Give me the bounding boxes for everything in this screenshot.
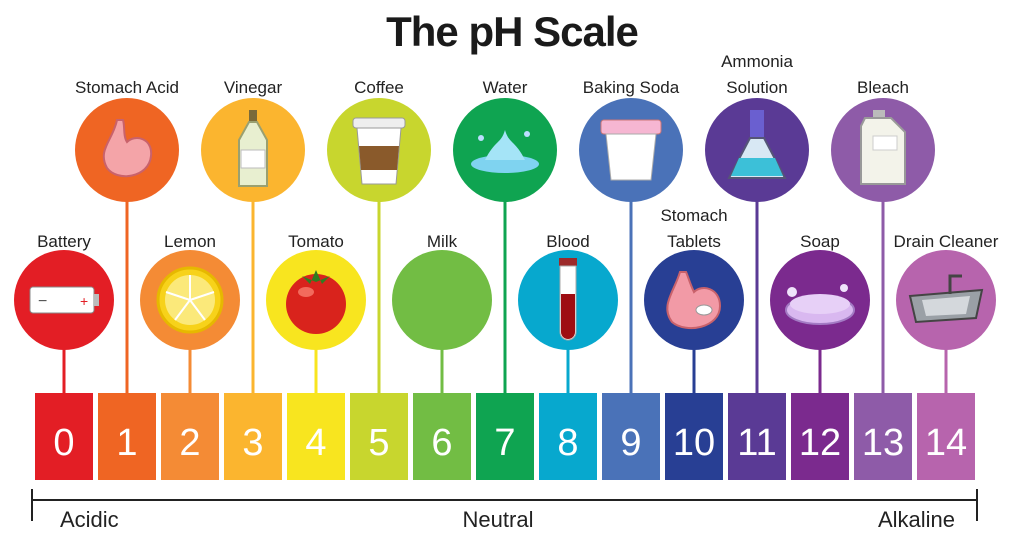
ph-value: 14 — [925, 422, 967, 464]
bleach-jug-icon — [860, 110, 906, 185]
example-label: Tablets — [667, 232, 721, 251]
sink-icon — [908, 274, 984, 324]
ph-item-2: Lemon 2 — [140, 232, 240, 480]
ph-value: 7 — [494, 422, 515, 464]
soap-icon — [785, 284, 855, 325]
ph-box — [35, 393, 93, 480]
ph-item-14: Drain Cleaner 14 — [894, 232, 999, 480]
ph-box — [413, 393, 471, 480]
example-label: Solution — [726, 78, 787, 97]
example-label: Stomach Acid — [75, 78, 179, 97]
ph-box — [854, 393, 912, 480]
example-label: Bleach — [857, 78, 909, 97]
ph-item-4: Tomato 4 — [266, 232, 366, 480]
ph-value: 2 — [179, 422, 200, 464]
tomato-icon — [286, 270, 346, 334]
ph-box — [602, 393, 660, 480]
ph-box — [917, 393, 975, 480]
ph-box — [791, 393, 849, 480]
ph-box — [665, 393, 723, 480]
example-label: Soap — [800, 232, 840, 251]
example-label: Water — [483, 78, 528, 97]
battery-icon: − + — [29, 286, 99, 314]
ph-value: 1 — [116, 422, 137, 464]
ph-value: 11 — [737, 422, 776, 464]
ph-item-11: Ammonia Solution 11 — [705, 52, 809, 480]
vinegar-bottle-icon — [238, 110, 268, 187]
coffee-cup-icon — [352, 117, 406, 185]
page-title: The pH Scale — [386, 8, 639, 55]
water-splash-icon — [471, 130, 539, 173]
ph-value: 5 — [368, 422, 389, 464]
ph-value: 10 — [673, 422, 715, 464]
example-label: Ammonia — [721, 52, 793, 71]
ph-item-9: Baking Soda 9 — [579, 78, 683, 480]
ph-item-6: Milk 6 — [392, 232, 492, 480]
ph-item-5: Coffee 5 — [327, 78, 431, 480]
axis-label-left: Acidic — [60, 507, 119, 532]
ph-box — [539, 393, 597, 480]
example-label: Coffee — [354, 78, 404, 97]
ph-value: 13 — [862, 422, 904, 464]
ph-item-3: Vinegar 3 — [201, 78, 305, 480]
example-label: Vinegar — [224, 78, 283, 97]
baking-soda-cup-icon — [600, 119, 662, 181]
stomach-tablet-icon — [666, 271, 722, 330]
ph-value: 9 — [620, 422, 641, 464]
ph-value: 12 — [799, 422, 841, 464]
ph-item-10: Stomach Tablets 10 — [644, 206, 744, 480]
example-label: Lemon — [164, 232, 216, 251]
ph-item-8: Blood 8 — [518, 232, 618, 480]
example-label: Tomato — [288, 232, 344, 251]
example-label: Battery — [37, 232, 91, 251]
example-label: Blood — [546, 232, 589, 251]
ph-item-7: Water 7 — [453, 78, 557, 480]
example-label: Drain Cleaner — [894, 232, 999, 251]
lemon-icon — [156, 266, 224, 334]
ph-item-13: Bleach 13 — [831, 78, 935, 480]
ph-value: 3 — [242, 422, 263, 464]
svg-text:+: + — [80, 293, 88, 309]
ph-box — [224, 393, 282, 480]
example-label: Baking Soda — [583, 78, 680, 97]
example-label: Stomach — [660, 206, 727, 225]
ph-box — [476, 393, 534, 480]
ph-value: 4 — [305, 422, 326, 464]
ph-box — [161, 393, 219, 480]
ph-box — [98, 393, 156, 480]
ph-value: 0 — [53, 422, 74, 464]
ph-box — [728, 393, 786, 480]
acidity-axis: Acidic Neutral Alkaline — [31, 489, 978, 532]
flask-icon — [727, 110, 787, 179]
ph-value: 6 — [431, 422, 452, 464]
svg-text:−: − — [38, 293, 47, 310]
ph-box — [350, 393, 408, 480]
axis-label-center: Neutral — [463, 507, 534, 532]
example-label: Milk — [427, 232, 458, 251]
axis-label-right: Alkaline — [878, 507, 955, 532]
ph-box — [287, 393, 345, 480]
ph-item-1: Stomach Acid 1 — [75, 78, 179, 480]
ph-item-12: Soap 12 — [770, 232, 870, 480]
blood-tube-icon — [559, 258, 577, 341]
stomach-icon — [102, 119, 153, 177]
ph-value: 8 — [557, 422, 578, 464]
example-circle — [392, 250, 492, 350]
